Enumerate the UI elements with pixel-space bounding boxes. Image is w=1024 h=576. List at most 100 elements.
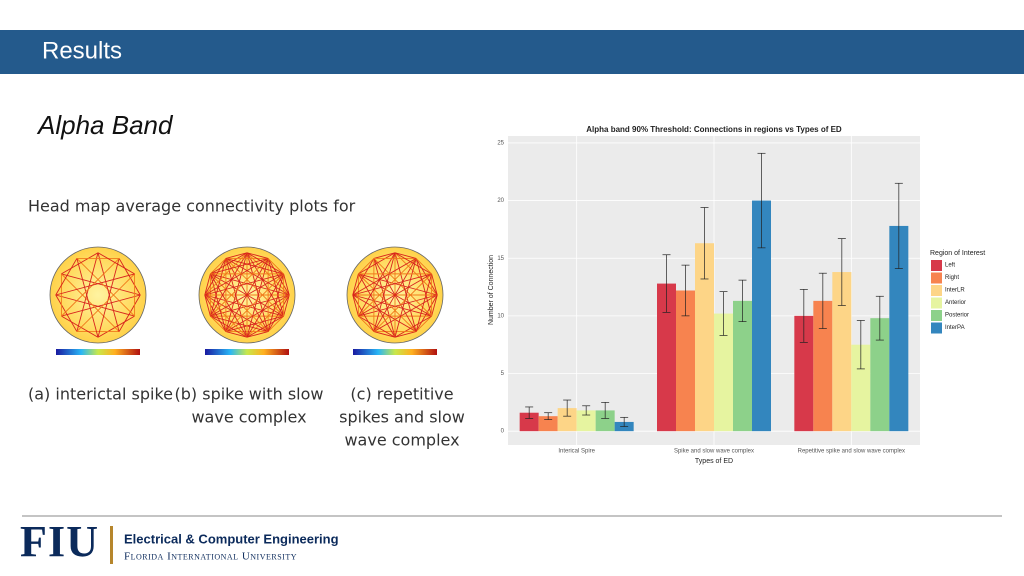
connection (204, 258, 269, 296)
connection (61, 252, 99, 275)
chart-title: Alpha band 90% Threshold: Connections in… (586, 125, 842, 134)
connection (415, 258, 433, 317)
error-bar (582, 405, 591, 416)
error-bar (856, 320, 865, 370)
connection (61, 258, 120, 317)
legend-label: Right (945, 275, 959, 281)
logo: FIU (20, 517, 98, 566)
legend-label: InterLR (945, 288, 965, 294)
connection (373, 273, 432, 332)
connection (358, 258, 375, 275)
connection (352, 273, 359, 296)
connection (415, 315, 432, 332)
connection (373, 258, 396, 338)
legend-swatch (931, 260, 942, 271)
connection (283, 273, 290, 296)
connection (358, 258, 417, 317)
connection (204, 273, 211, 296)
connection (358, 252, 396, 317)
connection (225, 252, 248, 332)
connection (415, 258, 432, 275)
bar (538, 416, 558, 432)
y-tick-label: 20 (497, 198, 504, 204)
connection (225, 331, 248, 338)
caption: wave complex (344, 431, 459, 450)
error-bar (525, 406, 534, 419)
connection (394, 258, 417, 338)
legend-label: Anterior (945, 300, 966, 306)
connection (394, 252, 417, 259)
connection (97, 315, 135, 338)
bar (832, 272, 852, 432)
connection (358, 315, 375, 332)
error-bar (799, 288, 808, 343)
connection (225, 257, 284, 275)
department: Electrical & Computer Engineering (124, 531, 339, 546)
connection (394, 331, 417, 338)
error-bar (875, 295, 884, 341)
legend-swatch (931, 310, 942, 321)
connection (210, 273, 284, 317)
bar (595, 410, 615, 432)
connection (210, 294, 290, 317)
connection (373, 252, 396, 332)
connection (352, 294, 359, 317)
connection (61, 273, 120, 332)
y-axis-label: Number of Connection (488, 255, 495, 325)
y-tick-label: 25 (497, 140, 504, 146)
connection (210, 252, 248, 317)
connection (55, 294, 135, 317)
colorbar (353, 349, 437, 355)
y-tick-label: 5 (501, 371, 505, 377)
connection (358, 252, 396, 275)
connection (267, 258, 284, 275)
x-axis-label: Types of ED (695, 458, 733, 465)
connection (97, 252, 120, 332)
head-outline (49, 246, 147, 344)
connection (118, 294, 141, 332)
connection (210, 315, 227, 332)
x-tick-label: Interical Spire (558, 449, 595, 455)
connection (210, 257, 269, 275)
connection (283, 294, 290, 317)
connection (246, 258, 269, 338)
connection (76, 273, 135, 332)
bar (794, 315, 814, 432)
connection (352, 294, 432, 317)
bar (576, 410, 596, 432)
subtitle: Alpha Band (36, 110, 174, 140)
bar (714, 313, 733, 432)
bar (657, 283, 676, 432)
caption: (a) interictal spike (28, 385, 173, 404)
connection (61, 315, 99, 338)
bar (813, 300, 833, 432)
error-bar (719, 291, 728, 336)
head-maps (49, 246, 444, 355)
error-bar (757, 152, 766, 249)
error-bar (544, 412, 553, 420)
connection (394, 252, 417, 332)
connection (415, 273, 433, 332)
error-bar (738, 279, 747, 322)
error-bar (700, 207, 709, 280)
bar (851, 344, 871, 432)
connection (61, 294, 141, 317)
connection (210, 273, 290, 296)
connection (76, 258, 99, 338)
connection (225, 252, 248, 259)
connection (358, 273, 417, 332)
bar (870, 318, 890, 432)
x-tick-label: Spike and slow wave complex (674, 449, 754, 455)
connection (61, 273, 141, 296)
connection (246, 331, 269, 338)
connection (204, 258, 227, 296)
connection (246, 252, 269, 332)
colorbar (56, 349, 140, 355)
connection (352, 273, 432, 296)
caption: (b) spike with slow (175, 385, 324, 404)
connection (97, 252, 135, 275)
bar (752, 200, 771, 432)
y-tick-label: 15 (497, 256, 504, 262)
connection (246, 273, 284, 338)
connection (267, 315, 284, 332)
